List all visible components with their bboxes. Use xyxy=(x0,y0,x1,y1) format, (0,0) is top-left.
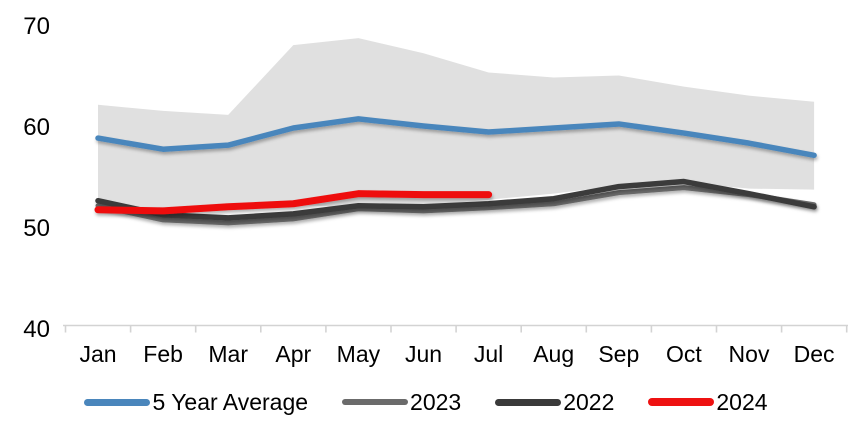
month-label-sep: Sep xyxy=(598,341,640,367)
line-2023 xyxy=(95,185,817,226)
line-2024 xyxy=(94,190,493,215)
y-tick-label-50: 50 xyxy=(23,215,50,242)
legend-item-5-year-average: 5 Year Average xyxy=(84,389,308,415)
legend-swatch-5-year-average xyxy=(84,398,151,406)
y-tick-label-40: 40 xyxy=(23,316,50,343)
five-year-range-band xyxy=(98,38,815,210)
month-label-dec: Dec xyxy=(793,341,835,367)
month-label-feb: Feb xyxy=(143,341,183,367)
legend-swatch-2024 xyxy=(648,397,715,407)
legend: 5 Year Average 2023 2022 2024 xyxy=(0,385,852,419)
legend-swatch-2022 xyxy=(495,398,562,406)
y-tick-label-70: 70 xyxy=(23,13,50,40)
five-year-range-area xyxy=(98,38,815,210)
month-label-oct: Oct xyxy=(666,341,702,367)
legend-swatch-2023 xyxy=(342,398,409,406)
legend-label-2024: 2024 xyxy=(716,389,768,415)
legend-label-2022: 2022 xyxy=(563,389,615,415)
legend-label-2023: 2023 xyxy=(410,389,462,415)
line-5-year-average xyxy=(95,116,817,159)
line-2022 xyxy=(95,178,817,221)
month-label-jul: Jul xyxy=(473,341,504,367)
month-label-jun: Jun xyxy=(404,341,443,367)
month-label-jan: Jan xyxy=(79,341,117,367)
month-label-nov: Nov xyxy=(728,341,770,367)
month-label-aug: Aug xyxy=(533,341,575,367)
legend-item-2022: 2022 xyxy=(495,389,614,415)
y-tick-label-60: 60 xyxy=(23,114,50,141)
x-axis xyxy=(63,324,848,333)
legend-item-2024: 2024 xyxy=(648,389,768,415)
legend-item-2023: 2023 xyxy=(342,389,461,415)
month-label-apr: Apr xyxy=(275,341,312,367)
series-lines xyxy=(94,116,817,226)
month-label-may: May xyxy=(336,341,381,367)
month-label-mar: Mar xyxy=(208,341,248,367)
legend-label-5-year-average: 5 Year Average xyxy=(152,389,309,415)
